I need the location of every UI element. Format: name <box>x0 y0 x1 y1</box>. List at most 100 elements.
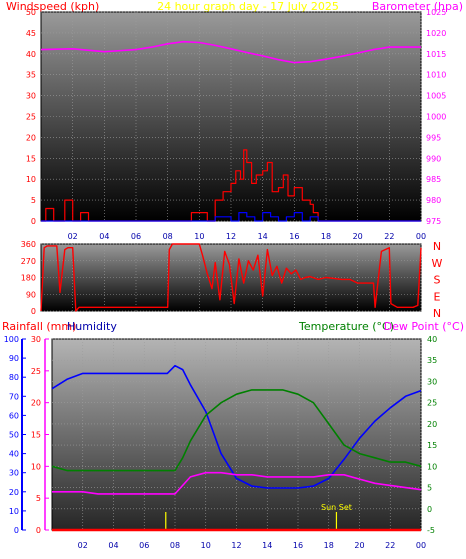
barometer-y-tick-label: 1025 <box>426 8 446 17</box>
barometer-y-tick-label: 990 <box>426 154 441 163</box>
temp-y-tick-label: 0 <box>427 505 432 514</box>
humidity-y-tick-label: 30 <box>31 335 41 344</box>
barometer-y-tick-label: 1015 <box>426 50 446 59</box>
barometer-y-tick-label: 1005 <box>426 92 446 101</box>
temp-x-tick-label: 08 <box>170 541 180 550</box>
wind-y-tick-label: 35 <box>26 71 36 80</box>
humidity-y-tick-label: 15 <box>31 431 41 440</box>
humidity-y-tick-label: 20 <box>31 399 41 408</box>
graph-title: 24 hour graph day - 17 July 2025 <box>157 0 339 13</box>
temp-x-tick-label: 14 <box>262 541 272 550</box>
barometer-y-tick-label: 980 <box>426 196 441 205</box>
wind-barometer-panel: 02 04 06 08 10 12 14 16 18 20 22 000510152025303540… <box>26 8 447 241</box>
wind-x-tick-label: 16 <box>289 232 299 241</box>
direction-compass-label: S <box>434 274 441 287</box>
direction-y-tick-label: 0 <box>31 307 36 316</box>
direction-compass-label: W <box>432 257 443 270</box>
temp-x-tick-label: 18 <box>324 541 334 550</box>
wind-x-tick-label: 22 <box>384 232 394 241</box>
wind-y-tick-label: 0 <box>31 217 36 226</box>
rain-y-tick-label: 10 <box>9 507 19 516</box>
series-line <box>51 364 422 489</box>
temp-x-tick-label: 16 <box>293 541 303 550</box>
rain-y-tick-label: 60 <box>9 411 19 420</box>
humidity-y-tick-label: 0 <box>36 526 41 535</box>
dewpoint-axis-label: Dew Point (°C) <box>384 320 464 333</box>
wind-y-tick-label: 50 <box>26 8 36 17</box>
barometer-axis-label: Barometer (hpa) <box>372 0 463 13</box>
temp-x-tick-label: 22 <box>385 541 395 550</box>
barometer-y-tick-label: 995 <box>426 133 441 142</box>
temp-x-tick-label: 04 <box>108 541 118 550</box>
humidity-y-tick-label: 5 <box>36 494 41 503</box>
temp-y-tick-label: 35 <box>427 356 437 365</box>
temp-y-tick-label: 10 <box>427 462 437 471</box>
direction-y-tick-label: 90 <box>26 290 36 299</box>
wind-x-tick-label: 14 <box>258 232 268 241</box>
temp-humidity-panel: 02 04 06 08 10 12 14 16 18 20 22 000102030405060708… <box>4 335 437 550</box>
rain-y-tick-label: 70 <box>9 392 19 401</box>
series-line <box>40 40 421 64</box>
wind-x-tick-label: 12 <box>226 232 236 241</box>
humidity-axis-label: Humidity <box>67 320 117 333</box>
rainfall-axis-label: Rainfall (mm) <box>2 320 76 333</box>
temp-y-tick-label: 15 <box>427 441 437 450</box>
wind-x-tick-label: 08 <box>163 232 173 241</box>
sunset-label: Sun Set <box>321 503 352 512</box>
temp-x-tick-label: 00 <box>416 541 426 550</box>
temp-x-tick-label: 10 <box>201 541 211 550</box>
wind-x-tick-label: 04 <box>99 232 109 241</box>
direction-compass-label: N <box>433 240 441 253</box>
wind-x-tick-label: 06 <box>131 232 141 241</box>
temp-y-tick-label: -5 <box>427 526 435 535</box>
rain-y-tick-label: 40 <box>9 450 19 459</box>
humidity-y-tick-label: 10 <box>31 462 41 471</box>
barometer-y-tick-label: 975 <box>426 217 441 226</box>
humidity-y-tick-label: 25 <box>31 367 41 376</box>
wind-y-tick-label: 5 <box>31 196 36 205</box>
series-line <box>51 389 422 472</box>
temp-x-tick-label: 12 <box>231 541 241 550</box>
direction-y-tick-label: 270 <box>21 257 36 266</box>
rain-y-tick-label: 50 <box>9 431 19 440</box>
direction-compass-label: E <box>434 290 441 303</box>
temp-y-tick-label: 30 <box>427 377 437 386</box>
wind-y-tick-label: 20 <box>26 133 36 142</box>
temp-x-tick-label: 20 <box>354 541 364 550</box>
wind-x-tick-label: 10 <box>194 232 204 241</box>
temperature-axis-label: Temperature (°C) <box>298 320 394 333</box>
barometer-y-tick-label: 1010 <box>426 71 446 80</box>
windspeed-axis-label: Windspeed (kph) <box>6 0 99 13</box>
series-line <box>41 149 421 222</box>
series-line <box>52 471 422 495</box>
rain-y-tick-label: 80 <box>9 373 19 382</box>
rain-y-tick-label: 0 <box>14 526 19 535</box>
wind-y-tick-label: 45 <box>26 29 36 38</box>
direction-y-tick-label: 360 <box>21 240 36 249</box>
wind-x-tick-label: 18 <box>321 232 331 241</box>
wind-y-tick-label: 40 <box>26 50 36 59</box>
rain-y-tick-label: 30 <box>9 469 19 478</box>
barometer-y-tick-label: 985 <box>426 175 441 184</box>
rain-y-tick-label: 90 <box>9 354 19 363</box>
temp-x-tick-label: 06 <box>139 541 149 550</box>
direction-y-tick-label: 180 <box>21 274 36 283</box>
barometer-y-tick-label: 1000 <box>426 113 446 122</box>
temp-x-tick-label: 02 <box>78 541 88 550</box>
series-line <box>40 243 422 312</box>
wind-y-tick-label: 10 <box>26 175 36 184</box>
temp-y-tick-label: 20 <box>427 420 437 429</box>
wind-y-tick-label: 15 <box>26 154 36 163</box>
barometer-y-tick-label: 1020 <box>426 29 446 38</box>
rain-y-tick-label: 100 <box>4 335 19 344</box>
temp-y-tick-label: 40 <box>427 335 437 344</box>
wind-x-tick-label: 20 <box>353 232 363 241</box>
wind-x-tick-label: 02 <box>68 232 78 241</box>
direction-compass-label: N <box>433 307 441 320</box>
temp-y-tick-label: 5 <box>427 484 432 493</box>
wind-y-tick-label: 30 <box>26 92 36 101</box>
temp-y-tick-label: 25 <box>427 399 437 408</box>
